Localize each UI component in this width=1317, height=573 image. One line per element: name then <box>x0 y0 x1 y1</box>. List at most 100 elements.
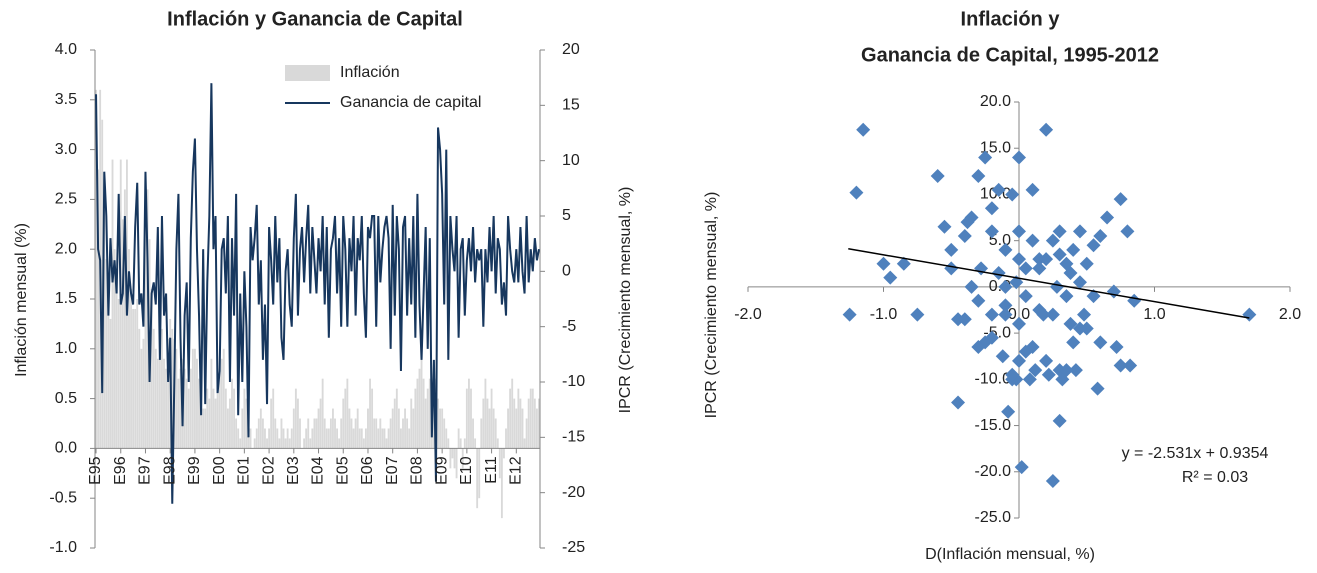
bar <box>336 428 338 449</box>
bar <box>226 408 229 449</box>
bar <box>346 378 349 449</box>
scatter-point <box>1113 358 1128 373</box>
bar <box>509 388 512 449</box>
bar <box>103 189 106 449</box>
bar <box>299 418 301 449</box>
bar <box>117 299 120 449</box>
scatter-point <box>1100 210 1115 225</box>
scatter-point <box>1086 289 1101 304</box>
bar <box>332 408 334 449</box>
scatter-point <box>974 261 989 276</box>
scatter-point <box>1012 252 1026 267</box>
bar <box>253 438 256 449</box>
bar <box>134 308 137 449</box>
bar <box>535 408 538 449</box>
bar <box>327 428 330 449</box>
scatter-point <box>998 298 1013 313</box>
bar <box>461 448 464 469</box>
bar <box>457 428 460 449</box>
scatter-point <box>930 168 945 183</box>
bar <box>200 388 203 449</box>
bar <box>107 308 110 449</box>
bar <box>101 119 104 449</box>
bar <box>305 428 308 449</box>
y-tick-label: -1.0 <box>49 539 77 556</box>
bar <box>465 388 468 449</box>
bar <box>156 358 159 449</box>
scatter-point <box>1018 261 1033 276</box>
y2-tick-label: -10 <box>562 373 585 390</box>
y-tick-label: 0.0 <box>55 440 77 457</box>
line <box>95 83 540 504</box>
scatter-point <box>957 312 972 327</box>
bar <box>472 418 474 449</box>
bar <box>420 338 423 449</box>
bar <box>447 438 450 449</box>
bar <box>478 448 481 499</box>
y-tick-label: -25.0 <box>975 509 1012 526</box>
bar <box>523 438 526 449</box>
bar <box>284 438 287 449</box>
bar <box>292 408 295 449</box>
scatter-point <box>876 256 891 271</box>
legend-label: Ganancia de capital <box>340 94 481 111</box>
bar <box>297 398 299 449</box>
bar <box>373 418 376 449</box>
bar <box>393 398 396 449</box>
y2-tick-label: -20 <box>562 484 585 501</box>
bar <box>334 418 336 449</box>
bar <box>204 408 207 449</box>
bar <box>239 438 242 449</box>
bar <box>385 438 388 449</box>
y-tick-label: 2.0 <box>55 240 77 257</box>
y-axis-title: Inflación mensual (%) <box>13 223 30 377</box>
scatter-point <box>1063 266 1078 281</box>
scatter-point <box>1012 316 1026 331</box>
bar <box>220 358 223 449</box>
bar <box>482 398 485 449</box>
bar <box>309 438 312 449</box>
bar <box>171 328 174 449</box>
bar <box>379 418 382 449</box>
bar <box>241 408 244 449</box>
bar <box>397 408 400 449</box>
bar <box>206 388 209 449</box>
bar <box>321 378 324 449</box>
scatter-point <box>995 349 1010 364</box>
bar <box>470 388 472 449</box>
bar <box>189 368 192 449</box>
scatter-point <box>849 185 864 200</box>
bar <box>290 428 293 449</box>
scatter-point <box>937 219 952 234</box>
scatter-point <box>1049 279 1064 294</box>
scatter-point <box>1041 367 1056 382</box>
x-tick-label: E98 <box>161 456 178 485</box>
bar <box>505 428 507 449</box>
bar <box>426 388 429 449</box>
bar <box>222 348 225 449</box>
scatter-point <box>1012 353 1026 368</box>
bar <box>422 378 425 449</box>
bar <box>282 428 285 449</box>
bar <box>338 438 341 449</box>
scatter-point <box>1045 233 1060 248</box>
bar <box>455 448 458 479</box>
scatter-point <box>1090 381 1105 396</box>
bar <box>193 348 196 449</box>
bar <box>229 398 231 449</box>
y-tick-label: 3.0 <box>55 141 77 158</box>
bar <box>243 388 246 449</box>
scatter-point <box>1086 238 1101 253</box>
x-tick-label: E99 <box>186 456 203 485</box>
bar <box>167 338 170 449</box>
x-tick-label: E09 <box>433 456 450 485</box>
bar <box>529 388 532 449</box>
y-tick-label: 4.0 <box>55 41 77 58</box>
bar <box>395 388 398 449</box>
y-tick-label: 1.0 <box>55 340 77 357</box>
bar <box>212 388 215 449</box>
bar <box>340 418 343 449</box>
bar <box>161 328 163 449</box>
